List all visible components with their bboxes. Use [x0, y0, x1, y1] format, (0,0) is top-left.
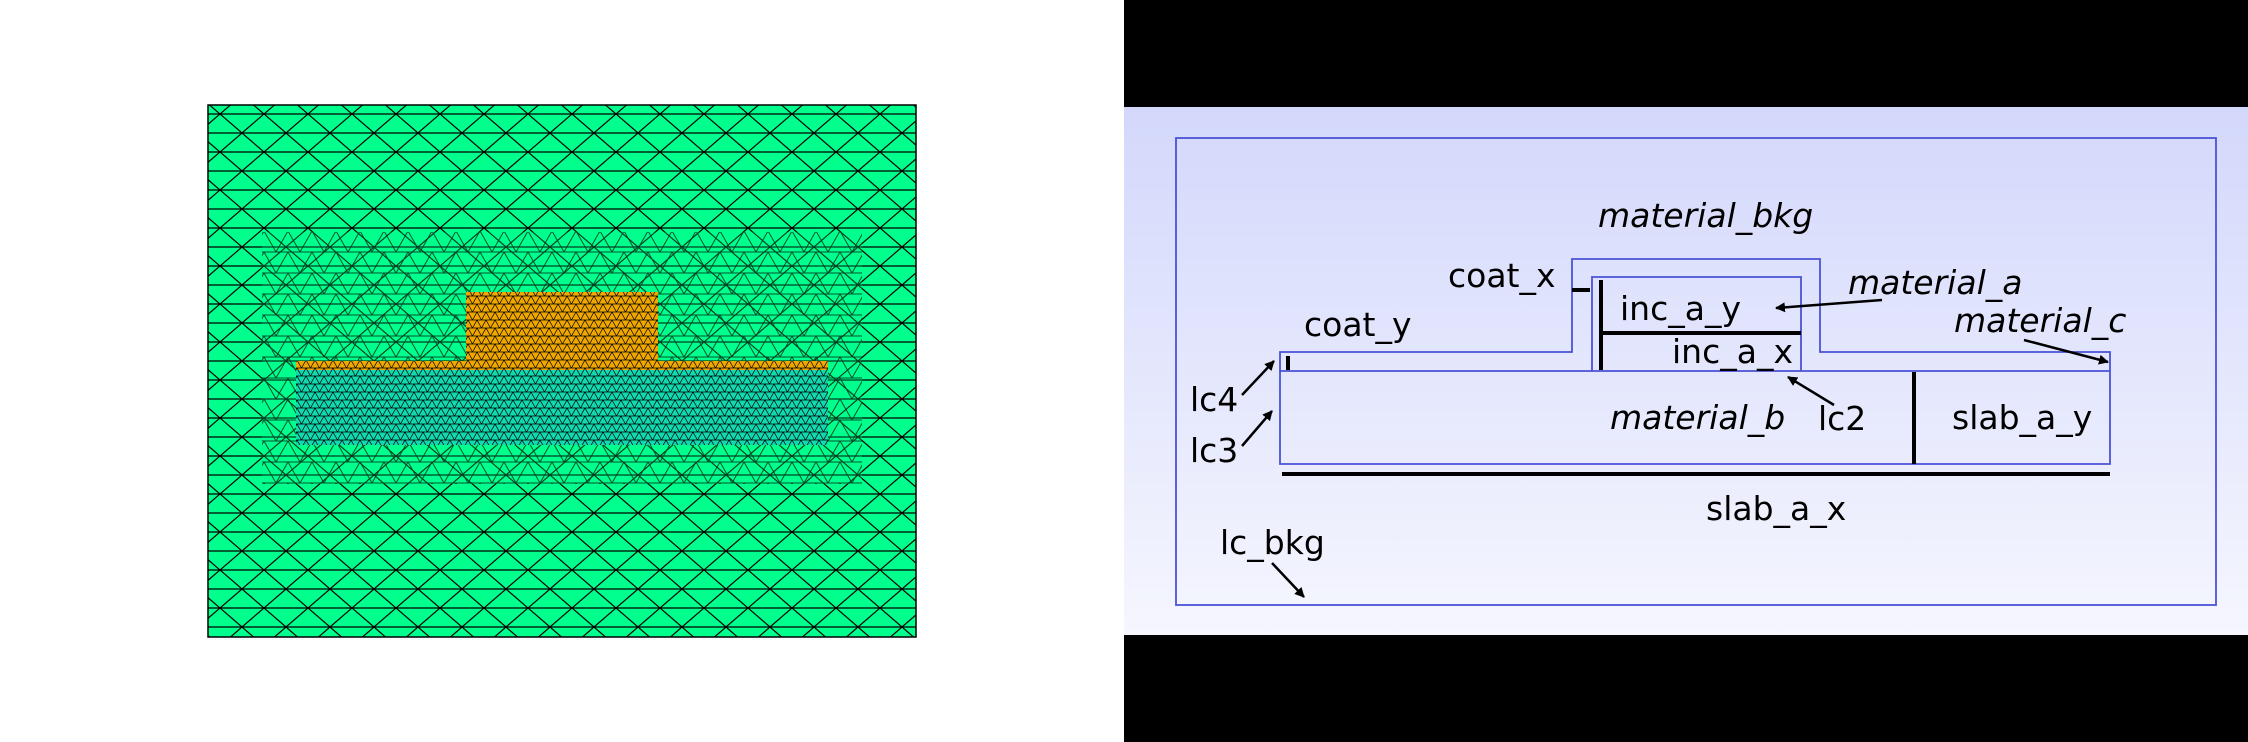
lc3-arrow — [1241, 410, 1273, 447]
material-c-arrow — [2023, 338, 2109, 365]
material-a-arrow — [1775, 298, 1883, 313]
schematic-panel: material_bkg material_a material_c mater… — [1124, 0, 2248, 742]
material-c-label: material_c — [1954, 301, 2126, 340]
material-b-label: material_b — [1610, 398, 1785, 437]
lc4-label: lc4 — [1190, 380, 1238, 419]
schematic-figure: material_bkg material_a material_c mater… — [1124, 107, 2248, 635]
coat-y-label: coat_y — [1304, 305, 1412, 344]
lc-bkg-label: lc_bkg — [1220, 523, 1325, 562]
lc2-arrow — [1787, 375, 1835, 407]
inc-a-y-label: inc_a_y — [1620, 289, 1741, 328]
lc3-label: lc3 — [1190, 431, 1238, 470]
lc4-arrow — [1241, 360, 1275, 396]
coat-x-label: coat_x — [1448, 256, 1556, 295]
lc-bkg-arrow — [1271, 562, 1305, 598]
material-bkg-label: material_bkg — [1598, 196, 1813, 235]
slab-a-x-label: slab_a_x — [1706, 489, 1846, 528]
dimension-lines — [1282, 280, 2110, 476]
mesh-figure — [207, 104, 917, 638]
domain-boundary — [207, 104, 917, 638]
slab-a-y-label: slab_a_y — [1952, 398, 2092, 437]
inc-a-x-label: inc_a_x — [1672, 332, 1793, 371]
lc2-label: lc2 — [1818, 399, 1866, 438]
annotation-arrows — [1241, 298, 2109, 598]
outer-box — [1175, 137, 2217, 606]
inclusion-outline — [1591, 276, 1802, 371]
material-a-label: material_a — [1848, 263, 2022, 302]
mesh-panel — [207, 104, 917, 638]
